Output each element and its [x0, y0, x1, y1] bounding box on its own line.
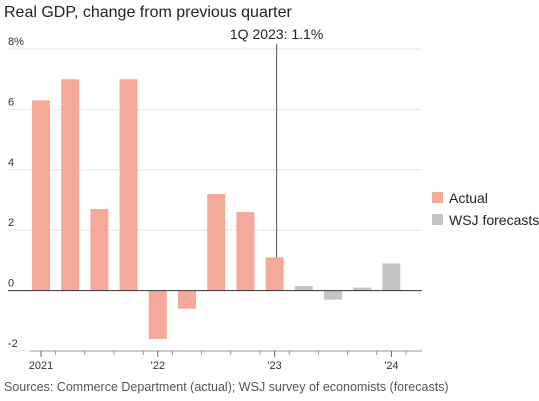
- legend-swatch-forecast: [432, 214, 443, 225]
- bar-actual-3q-2022: [207, 193, 226, 291]
- bar-forecast-3q-2023: [324, 290, 342, 300]
- legend-label-actual: Actual: [449, 190, 488, 206]
- bar-actual-1q-2022: [148, 290, 167, 339]
- y-tick-label: 6: [8, 96, 14, 108]
- bar-actual-4q-2021: [119, 79, 138, 291]
- x-tick-label: 2021: [29, 360, 53, 372]
- bar-forecast-4q-2023: [353, 287, 372, 291]
- y-tick-label: 0: [8, 278, 14, 290]
- chart-title: Real GDP, change from previous quarter: [4, 4, 292, 21]
- bar-actual-3q-2021: [90, 209, 109, 291]
- legend-label-forecast: WSJ forecasts: [449, 212, 539, 228]
- y-tick-label: -2: [8, 338, 18, 350]
- y-tick-label: 2: [8, 217, 14, 229]
- annotation-label: 1Q 2023: 1.1%: [230, 26, 323, 42]
- x-tick-label: '23: [267, 360, 281, 372]
- bar-actual-2q-2021: [61, 79, 80, 291]
- chart-source: Sources: Commerce Department (actual); W…: [4, 380, 449, 394]
- legend-swatch-actual: [432, 192, 443, 203]
- bar-forecast-1q-2024: [382, 263, 401, 291]
- bar-actual-2q-2022: [178, 290, 196, 309]
- bar-actual-4q-2022: [236, 212, 255, 291]
- bar-actual-1q-2021: [32, 100, 50, 291]
- x-tick-label: '24: [384, 360, 398, 372]
- x-tick-label: '22: [151, 360, 165, 372]
- y-tick-label: 4: [8, 157, 14, 169]
- bar-forecast-2q-2023: [294, 286, 313, 291]
- bar-actual-1q-2023: [265, 257, 284, 291]
- y-tick-label: 8%: [8, 36, 24, 48]
